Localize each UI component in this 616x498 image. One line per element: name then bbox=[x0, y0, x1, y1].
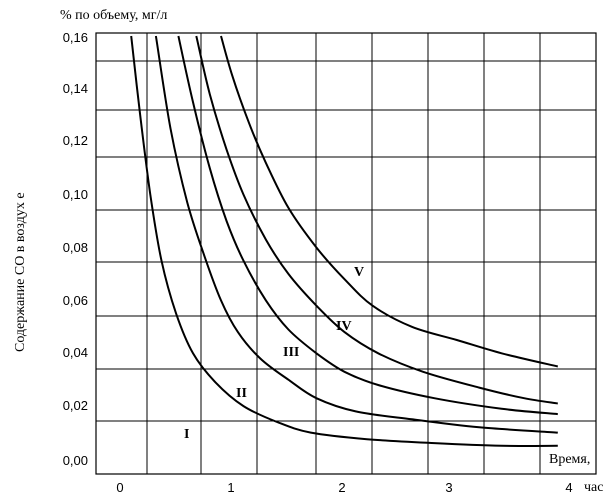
y-tick-label: 0,08 bbox=[63, 240, 88, 255]
y-tick-label: 0,04 bbox=[63, 345, 88, 360]
y-tick-label: 0,00 bbox=[63, 453, 88, 468]
y-tick-label: 0,12 bbox=[63, 133, 88, 148]
grid bbox=[95, 33, 596, 474]
y-axis-title: Содержание СО в воздух е bbox=[13, 192, 28, 352]
curve-label-v: V bbox=[354, 265, 364, 280]
y-tick-label: 0,06 bbox=[63, 293, 88, 308]
x-tick-label: 4 bbox=[565, 480, 572, 495]
curve-label-ii: II bbox=[236, 386, 247, 401]
curve-v bbox=[220, 35, 559, 368]
curve-ii bbox=[154, 35, 558, 434]
curve-label-iii: III bbox=[283, 345, 299, 360]
y-tick-labels: 0,00 0,02 0,04 0,06 0,08 0,10 0,12 0,14 0,16 bbox=[63, 30, 88, 468]
x-tick-label: 2 bbox=[338, 480, 345, 495]
x-axis-unit: час bbox=[584, 480, 603, 495]
y-tick-label: 0,16 bbox=[63, 30, 88, 45]
curve-label-iv: IV bbox=[336, 319, 352, 334]
x-tick-labels: 0 1 2 3 4 bbox=[116, 480, 572, 495]
curves bbox=[130, 35, 559, 447]
curve-iv bbox=[195, 35, 558, 405]
y-tick-label: 0,02 bbox=[63, 398, 88, 413]
x-axis-title: Время, bbox=[549, 452, 590, 467]
y-tick-label: 0,10 bbox=[63, 187, 88, 202]
plot-border bbox=[95, 32, 597, 475]
y-tick-label: 0,14 bbox=[63, 81, 88, 96]
curve-iii bbox=[177, 35, 558, 416]
curve-label-i: I bbox=[184, 427, 189, 442]
x-tick-label: 3 bbox=[445, 480, 452, 495]
plot-frame bbox=[95, 32, 597, 475]
x-tick-label: 0 bbox=[116, 480, 123, 495]
x-tick-label: 1 bbox=[227, 480, 234, 495]
curve-i bbox=[130, 35, 558, 447]
y-axis-unit-label: % по объему, мг/л bbox=[60, 8, 167, 23]
